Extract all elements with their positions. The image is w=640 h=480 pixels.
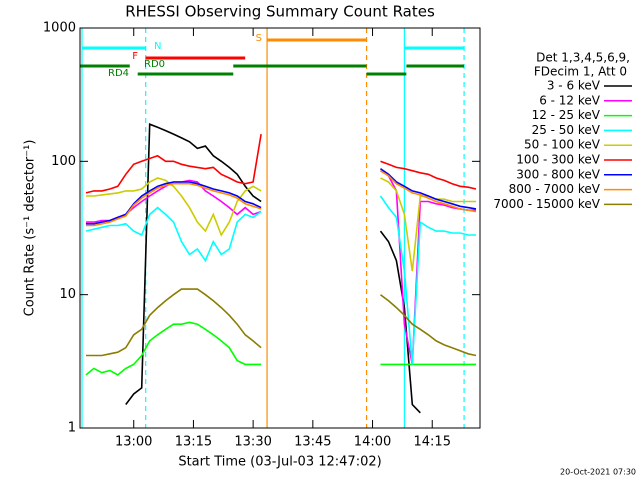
- x-tick-label: 14:15: [414, 435, 451, 450]
- legend-label: 7000 - 15000 keV: [493, 197, 600, 211]
- flag-label: F: [132, 51, 138, 62]
- y-tick-label: 10: [59, 287, 76, 302]
- x-tick-label: 13:30: [234, 435, 271, 450]
- plot-frame: [79, 27, 481, 429]
- x-tick-label: 14:00: [354, 435, 391, 450]
- legend-label: 25 - 50 keV: [532, 123, 601, 137]
- series-line: [85, 133, 477, 194]
- legend-label: 800 - 7000 keV: [509, 182, 601, 196]
- x-tick-label: 13:45: [294, 435, 331, 450]
- flag-label: N: [154, 41, 161, 52]
- legend-label: 3 - 6 keV: [547, 79, 601, 93]
- legend-header: FDecim 1, Att 0: [534, 65, 627, 79]
- y-tick-label: 1000: [43, 21, 76, 36]
- legend-label: 6 - 12 keV: [539, 93, 601, 107]
- x-tick-label: 13:00: [115, 435, 152, 450]
- x-axis-label: Start Time (03-Jul-03 12:47:02): [178, 455, 381, 470]
- x-tick-label: 13:15: [175, 435, 212, 450]
- series-line: [86, 288, 477, 357]
- series-line: [125, 123, 421, 414]
- chart-title: RHESSI Observing Summary Count Rates: [125, 3, 435, 21]
- legend-label: 100 - 300 keV: [516, 153, 600, 167]
- series-line: [86, 168, 477, 225]
- legend-label: 300 - 800 keV: [516, 167, 600, 181]
- legend-label: 12 - 25 keV: [532, 108, 601, 122]
- y-tick-label: 1: [68, 421, 76, 436]
- y-tick-label: 100: [51, 154, 76, 169]
- legend-label: 50 - 100 keV: [524, 138, 601, 152]
- timestamp: 20-Oct-2021 07:30: [560, 468, 636, 477]
- flag-label: S: [256, 33, 262, 44]
- y-axis-label: Count Rate (s⁻¹ detector⁻¹): [23, 140, 38, 317]
- flag-label: RD0: [144, 59, 165, 70]
- flag-label: RD4: [108, 68, 129, 79]
- series-line: [85, 195, 476, 365]
- series-line: [86, 170, 477, 227]
- series-line: [85, 321, 476, 376]
- legend-header: Det 1,3,4,5,6,9,: [536, 51, 630, 65]
